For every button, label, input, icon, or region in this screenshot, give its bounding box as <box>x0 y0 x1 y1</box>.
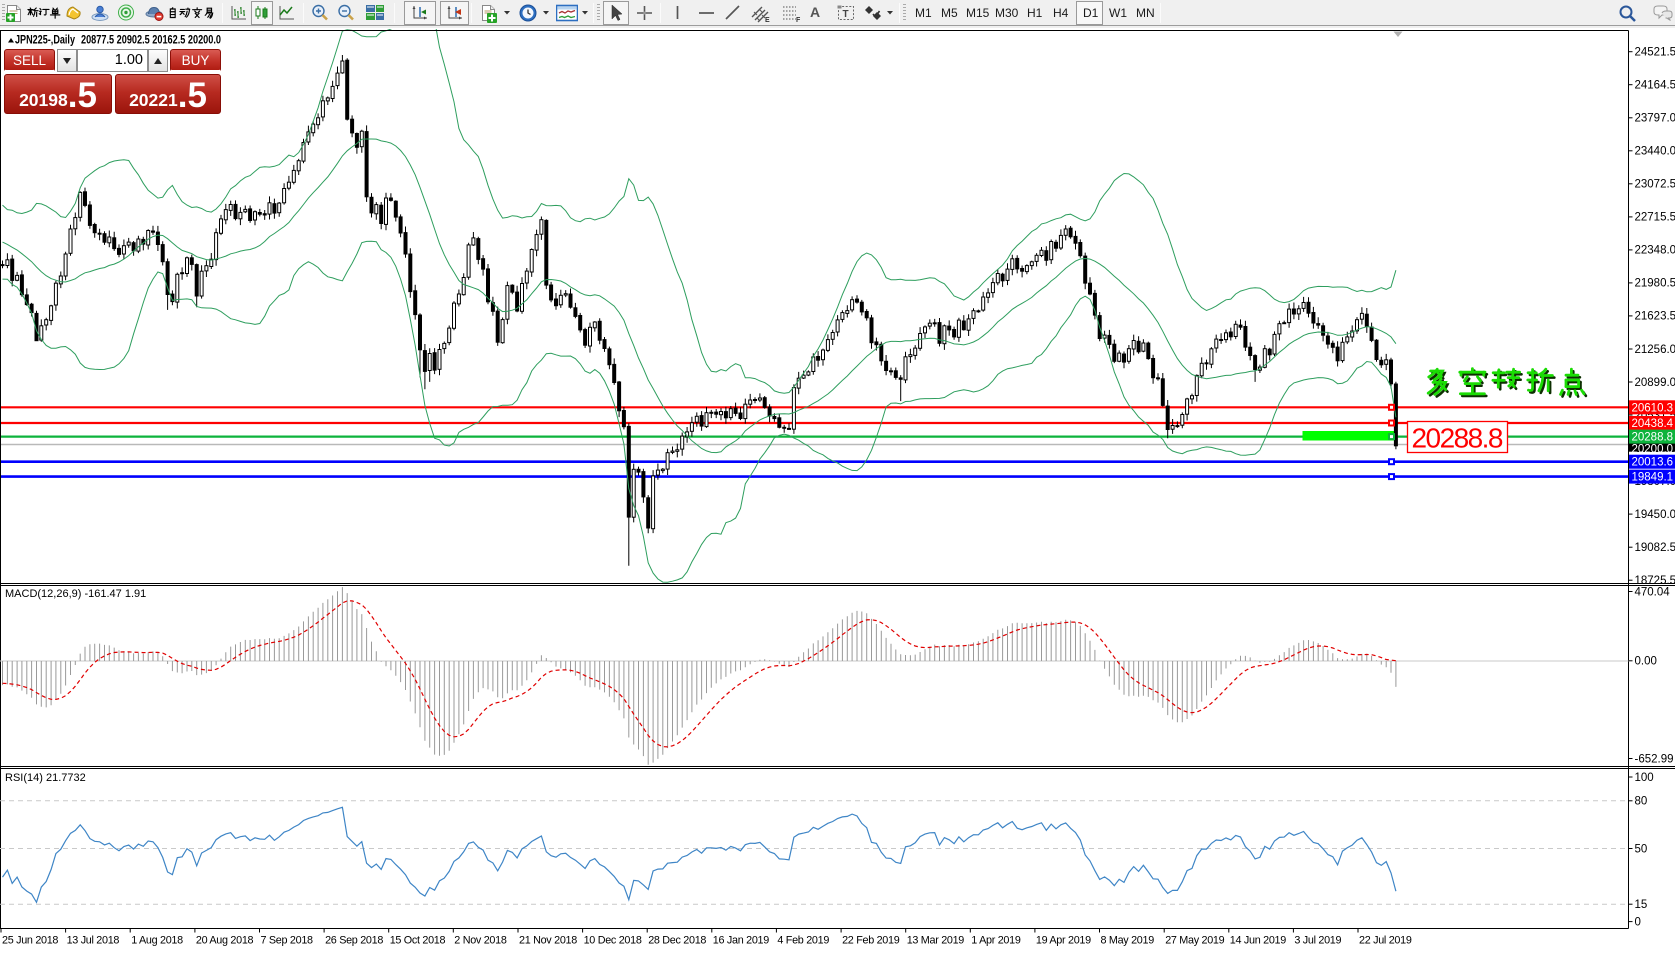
svg-text:23072.5: 23072.5 <box>1635 179 1675 191</box>
svg-text:20610.3: 20610.3 <box>1632 402 1674 414</box>
svg-text:20288.8: 20288.8 <box>1412 423 1504 454</box>
svg-text:20899.0: 20899.0 <box>1635 377 1675 389</box>
svg-text:22715.5: 22715.5 <box>1635 212 1675 224</box>
svg-text:14 Jun 2019: 14 Jun 2019 <box>1230 935 1286 947</box>
svg-text:21256.0: 21256.0 <box>1635 344 1675 356</box>
svg-text:27 May 2019: 27 May 2019 <box>1165 935 1224 947</box>
svg-text:20877.5 20902.5 20162.5 20200.: 20877.5 20902.5 20162.5 20200.0 <box>81 35 221 47</box>
svg-text:22348.0: 22348.0 <box>1635 245 1675 257</box>
svg-text:7 Sep 2018: 7 Sep 2018 <box>261 935 314 947</box>
svg-text:23440.0: 23440.0 <box>1635 146 1675 158</box>
svg-text:23797.0: 23797.0 <box>1635 113 1675 125</box>
svg-text:28 Dec 2018: 28 Dec 2018 <box>648 935 706 947</box>
svg-text:2 Nov 2018: 2 Nov 2018 <box>454 935 507 947</box>
svg-text:19082.5: 19082.5 <box>1635 542 1675 554</box>
svg-text:25 Jun 2018: 25 Jun 2018 <box>2 935 58 947</box>
svg-text:RSI(14) 21.7732: RSI(14) 21.7732 <box>5 772 86 784</box>
svg-text:F: F <box>796 17 801 23</box>
svg-text:22 Jul 2019: 22 Jul 2019 <box>1359 935 1412 947</box>
svg-text:21980.5: 21980.5 <box>1635 278 1675 290</box>
svg-text:19849.1: 19849.1 <box>1632 472 1674 484</box>
svg-text:20 Aug 2018: 20 Aug 2018 <box>196 935 254 947</box>
svg-text:MACD(12,26,9) -161.47 1.91: MACD(12,26,9) -161.47 1.91 <box>5 588 146 600</box>
svg-text:19 Apr 2019: 19 Apr 2019 <box>1036 935 1091 947</box>
svg-text:19450.0: 19450.0 <box>1635 509 1675 521</box>
svg-text:100: 100 <box>1635 772 1654 784</box>
svg-text:15: 15 <box>1635 899 1648 911</box>
svg-text:18725.5: 18725.5 <box>1635 575 1675 587</box>
svg-text:0: 0 <box>1635 916 1641 928</box>
svg-text:1 Aug 2018: 1 Aug 2018 <box>131 935 183 947</box>
svg-text:80: 80 <box>1635 796 1648 808</box>
svg-text:16 Jan 2019: 16 Jan 2019 <box>713 935 769 947</box>
svg-text:E: E <box>765 17 770 23</box>
svg-text:1 Apr 2019: 1 Apr 2019 <box>971 935 1021 947</box>
svg-text:26 Sep 2018: 26 Sep 2018 <box>325 935 383 947</box>
svg-text:15 Oct 2018: 15 Oct 2018 <box>390 935 446 947</box>
svg-text:20013.6: 20013.6 <box>1632 457 1674 469</box>
svg-text:21 Nov 2018: 21 Nov 2018 <box>519 935 577 947</box>
svg-text:4 Feb 2019: 4 Feb 2019 <box>777 935 829 947</box>
svg-text:13 Jul 2018: 13 Jul 2018 <box>67 935 120 947</box>
svg-text:JPN225-,Daily: JPN225-,Daily <box>15 35 75 47</box>
svg-text:-652.99: -652.99 <box>1635 753 1674 765</box>
svg-text:470.04: 470.04 <box>1635 586 1671 598</box>
svg-text:8 May 2019: 8 May 2019 <box>1101 935 1155 947</box>
svg-text:T: T <box>843 9 849 20</box>
svg-text:21623.5: 21623.5 <box>1635 311 1675 323</box>
svg-text:22 Feb 2019: 22 Feb 2019 <box>842 935 900 947</box>
svg-text:10 Dec 2018: 10 Dec 2018 <box>584 935 642 947</box>
svg-text:13 Mar 2019: 13 Mar 2019 <box>907 935 965 947</box>
svg-text:3 Jul 2019: 3 Jul 2019 <box>1294 935 1341 947</box>
svg-text:20438.4: 20438.4 <box>1632 418 1674 430</box>
svg-text:0.00: 0.00 <box>1635 656 1657 668</box>
svg-text:20288.8: 20288.8 <box>1632 432 1674 444</box>
svg-text:50: 50 <box>1635 843 1648 855</box>
svg-text:20200.0: 20200.0 <box>1632 443 1674 455</box>
svg-text:24521.5: 24521.5 <box>1635 47 1675 59</box>
svg-text:24164.5: 24164.5 <box>1635 80 1675 92</box>
